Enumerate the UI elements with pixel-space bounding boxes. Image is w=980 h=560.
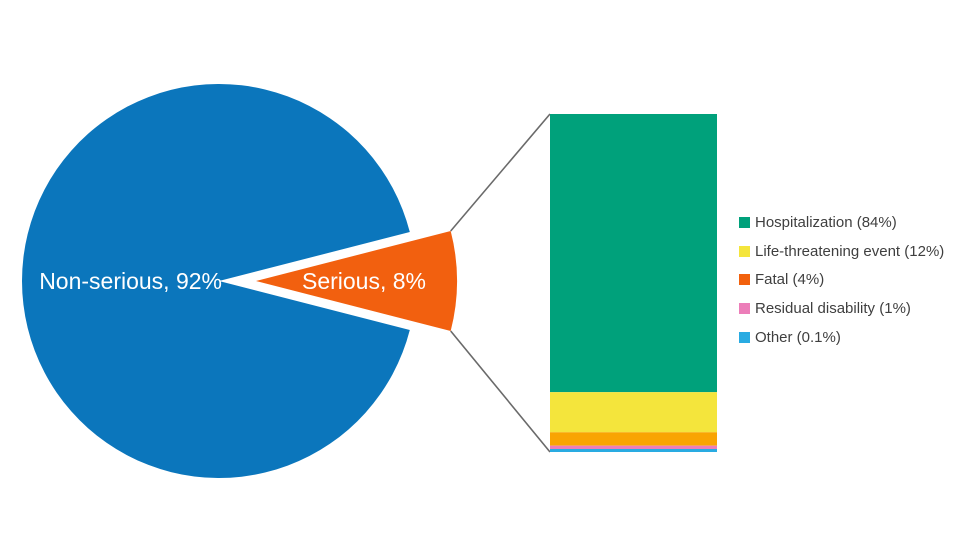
legend-swatch-hospitalization xyxy=(739,216,750,228)
legend-label-residual-disability: Residual disability (1%) xyxy=(755,299,911,317)
slice-non-serious xyxy=(21,83,410,479)
legend-item-life-threatening-event: Life-threatening event (12%) xyxy=(739,237,944,266)
connector-line-bottom xyxy=(450,330,551,453)
slice-serious xyxy=(256,231,458,331)
legend: Hospitalization (84%) Life-threatening e… xyxy=(739,208,944,351)
bar-segment-fatal xyxy=(550,432,717,446)
legend-swatch-residual-disability xyxy=(739,302,750,314)
connector-line-top xyxy=(450,113,551,232)
pie-label-serious: Serious, 8% xyxy=(301,268,426,294)
bar-segment-life-threatening-event xyxy=(550,392,717,433)
bar-segment-residual-disability xyxy=(550,445,717,449)
legend-item-other: Other (0.1%) xyxy=(739,323,944,352)
legend-item-fatal: Fatal (4%) xyxy=(739,265,944,294)
legend-item-residual-disability: Residual disability (1%) xyxy=(739,294,944,323)
legend-swatch-life-threatening-event xyxy=(739,245,750,257)
bar-segment-hospitalization xyxy=(550,114,717,393)
legend-label-other: Other (0.1%) xyxy=(755,328,841,346)
legend-label-life-threatening-event: Life-threatening event (12%) xyxy=(755,242,945,260)
legend-label-fatal: Fatal (4%) xyxy=(755,271,825,289)
pie-label-non-serious: Non-serious, 92% xyxy=(39,268,222,294)
bar-segment-other xyxy=(550,449,717,452)
legend-item-hospitalization: Hospitalization (84%) xyxy=(739,208,944,237)
legend-swatch-fatal xyxy=(739,274,750,286)
legend-label-hospitalization: Hospitalization (84%) xyxy=(755,213,897,231)
legend-swatch-other xyxy=(739,331,750,343)
